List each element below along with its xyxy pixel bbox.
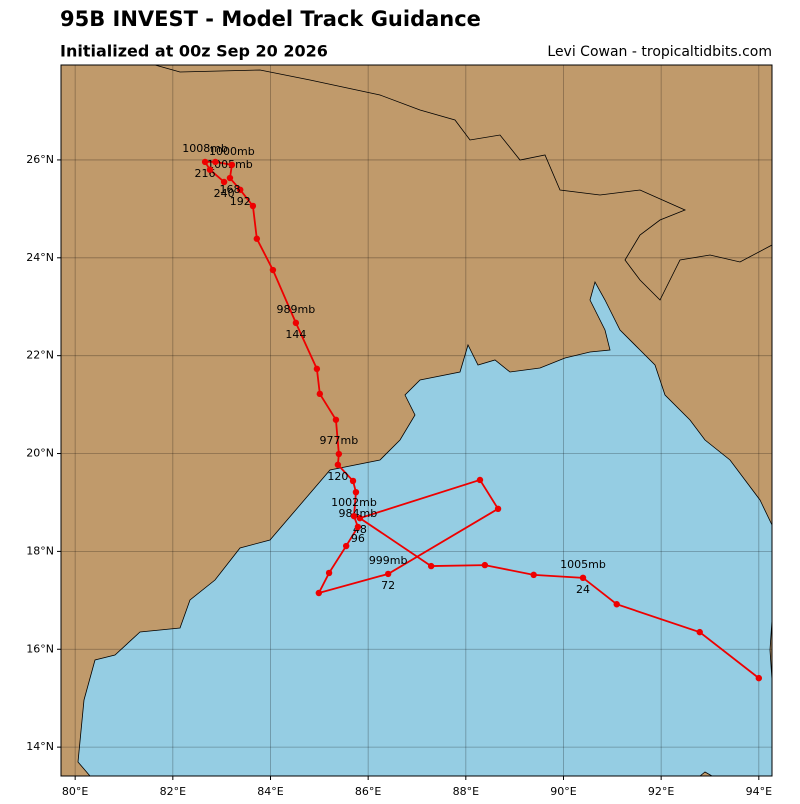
pressure-label: 999mb <box>369 554 408 567</box>
track-point <box>349 477 357 485</box>
x-tick-label: 92°E <box>648 785 674 798</box>
x-tick-label: 80°E <box>62 785 88 798</box>
track-point <box>356 514 364 522</box>
y-tick-label: 20°N <box>26 447 54 460</box>
y-tick-label: 24°N <box>26 251 54 264</box>
forecast-hour-label: 96 <box>351 532 365 545</box>
track-point <box>427 562 435 570</box>
track-point <box>335 450 343 458</box>
basemap <box>61 65 772 776</box>
y-tick-label: 16°N <box>26 642 54 655</box>
pressure-label: 1002mb <box>331 496 377 509</box>
pressure-label: 1005mb <box>560 558 606 571</box>
x-tick-label: 90°E <box>550 785 576 798</box>
track-point <box>292 319 300 327</box>
sea <box>77 280 772 776</box>
track-point <box>212 158 219 166</box>
track-point <box>613 601 620 608</box>
track-point <box>334 461 342 468</box>
title: 95B INVEST - Model Track Guidance <box>60 7 481 31</box>
coast-north <box>154 65 772 301</box>
track-point <box>315 589 323 597</box>
x-tick-label: 84°E <box>257 785 283 798</box>
track-point <box>253 235 261 242</box>
pressure-label: 1008mb <box>182 142 228 155</box>
track-point <box>384 570 392 578</box>
track-line <box>203 160 760 679</box>
forecast-hour-label: 168 <box>219 183 240 196</box>
track-point <box>228 161 236 169</box>
track-point <box>342 542 350 550</box>
pressure-label: 1000mb <box>209 145 255 158</box>
forecast-hour-label: 72 <box>381 579 395 592</box>
x-tick-label: 88°E <box>453 785 479 798</box>
track-point <box>226 174 234 182</box>
track-point <box>332 416 340 423</box>
track-point <box>313 365 321 373</box>
y-tick-label: 26°N <box>26 153 54 166</box>
track-point <box>325 569 333 577</box>
track-point <box>206 166 214 173</box>
map-frame <box>60 64 773 777</box>
y-tick-label: 14°N <box>26 740 54 753</box>
track-point <box>249 202 257 210</box>
track: 241005mb4872999mb96984mb1002mb120977mb14… <box>182 142 763 682</box>
track-point <box>237 186 244 193</box>
forecast-hour-label: 144 <box>285 328 306 341</box>
track-point <box>494 505 502 513</box>
track-point <box>476 476 484 484</box>
pressure-label: 989mb <box>277 303 316 316</box>
pressure-label: 984mb <box>339 507 378 520</box>
y-tick-label: 18°N <box>26 544 54 557</box>
y-tick-label: 22°N <box>26 349 54 362</box>
pressure-label: 977mb <box>320 434 359 447</box>
track-point <box>530 571 537 579</box>
track-point <box>316 390 324 398</box>
track-point <box>269 266 277 274</box>
subtitle: Initialized at 00z Sep 20 2026 <box>60 42 328 61</box>
track-point <box>696 628 703 636</box>
credit: Levi Cowan - tropicaltidbits.com <box>547 44 772 60</box>
forecast-hour-label: 120 <box>327 470 348 483</box>
forecast-hour-label: 24 <box>576 583 590 596</box>
forecast-hour-label: 240 <box>214 187 235 200</box>
track-point <box>220 178 228 186</box>
x-tick-label: 94°E <box>746 785 772 798</box>
track-point <box>201 158 209 166</box>
track-point <box>481 561 489 569</box>
x-tick-label: 82°E <box>160 785 186 798</box>
track-point <box>354 523 362 531</box>
forecast-hour-label: 192 <box>230 195 251 208</box>
track-point <box>755 674 763 682</box>
track-point <box>350 512 358 520</box>
track-point <box>579 574 587 582</box>
grid <box>61 65 772 776</box>
x-tick-label: 86°E <box>355 785 381 798</box>
track-point <box>352 488 360 496</box>
